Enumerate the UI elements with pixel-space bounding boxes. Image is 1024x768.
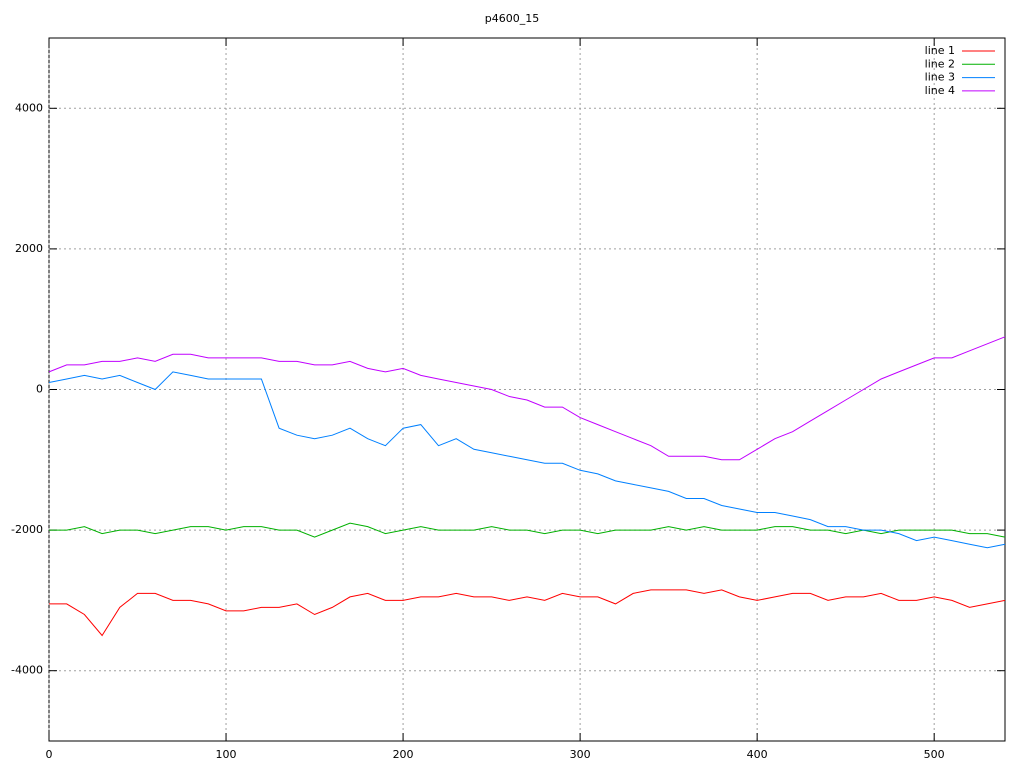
- y-tick-label: -4000: [11, 664, 43, 677]
- legend-label: line 4: [925, 84, 955, 97]
- series-line: [48, 371, 1006, 549]
- x-tick-label: 200: [393, 748, 414, 761]
- y-tick-label: 4000: [15, 101, 43, 114]
- y-tick-label: 2000: [15, 242, 43, 255]
- legend-label: line 1: [925, 44, 955, 57]
- legend-label: line 2: [925, 57, 955, 70]
- series-line: [48, 336, 1006, 461]
- y-tick-label: -2000: [11, 523, 43, 536]
- x-tick-label: 100: [216, 748, 237, 761]
- x-tick-label: 300: [570, 748, 591, 761]
- chart-title: p4600_15: [485, 12, 539, 25]
- x-tick-label: 400: [747, 748, 768, 761]
- x-tick-label: 500: [924, 748, 945, 761]
- series-line: [49, 522, 1006, 538]
- series-line: [49, 589, 1006, 637]
- x-tick-label: 0: [46, 748, 53, 761]
- legend-label: line 3: [925, 71, 955, 84]
- y-tick-label: 0: [36, 383, 43, 396]
